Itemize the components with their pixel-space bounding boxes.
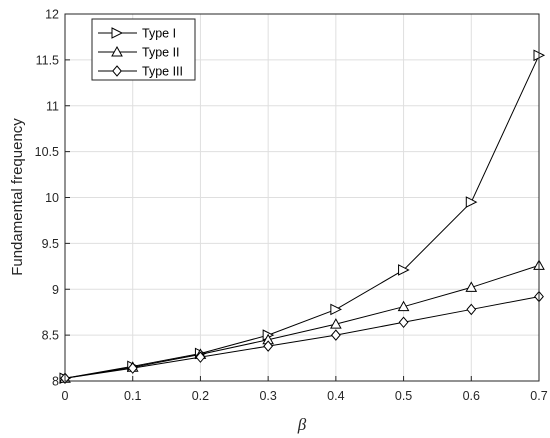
legend-marker	[111, 27, 124, 39]
x-axis-ticks: 0 0.1 0.2 0.3 0.4 0.5 0.6 0.7	[62, 376, 548, 403]
y-tick-label: 11	[46, 99, 59, 113]
x-tick-label: 0.5	[395, 389, 412, 403]
legend-marker	[111, 45, 123, 57]
x-tick-label: 0.4	[327, 389, 344, 403]
x-tick-label: 0.1	[124, 389, 141, 403]
legend-entry: Type II	[98, 46, 180, 60]
series-layer	[59, 49, 546, 385]
data-point-marker	[127, 362, 138, 374]
y-tick-label: 8	[52, 375, 59, 389]
data-point-marker	[398, 264, 410, 276]
y-tick-label: 9	[52, 283, 59, 297]
data-point-marker	[263, 340, 274, 352]
y-tick-label: 8.5	[42, 329, 59, 343]
x-tick-label: 0.3	[259, 389, 276, 403]
y-tick-label: 11.5	[36, 53, 59, 67]
legend-label: Type II	[142, 46, 180, 60]
x-tick-label: 0.6	[463, 389, 480, 403]
series-line	[64, 55, 540, 379]
data-point-marker	[398, 316, 409, 329]
data-point-marker	[330, 318, 342, 329]
x-tick-label: 0	[62, 389, 69, 403]
y-tick-label: 9.5	[42, 237, 59, 251]
data-point-marker	[195, 351, 206, 363]
legend: Type I Type II Type III	[91, 18, 196, 81]
data-point-marker	[330, 329, 341, 341]
y-axis-ticks: 8 8.5 9 9.5 10 10.5 11 11.5 12	[35, 8, 70, 389]
x-tick-label: 0.7	[530, 389, 547, 403]
legend-marker	[112, 65, 122, 77]
data-point-marker	[397, 300, 410, 312]
legend-box	[91, 18, 196, 81]
data-point-marker	[465, 196, 478, 208]
legend-label: Type III	[142, 65, 183, 79]
data-point-marker	[330, 303, 342, 316]
x-tick-label: 0.2	[192, 389, 209, 403]
series-3	[60, 290, 544, 385]
data-point-marker	[465, 281, 478, 292]
y-tick-label: 10	[45, 191, 59, 205]
legend-entry: Type I	[98, 27, 176, 41]
series-line	[64, 296, 540, 379]
y-tick-label: 10.5	[35, 145, 59, 159]
y-axis-label: Fundamental frequency	[9, 118, 26, 276]
legend-label: Type I	[142, 27, 176, 41]
legend-entry: Type III	[98, 65, 183, 79]
series-line	[64, 264, 540, 379]
x-axis-label: β	[297, 415, 307, 434]
data-point-marker	[466, 303, 477, 316]
y-tick-label: 12	[45, 8, 59, 22]
